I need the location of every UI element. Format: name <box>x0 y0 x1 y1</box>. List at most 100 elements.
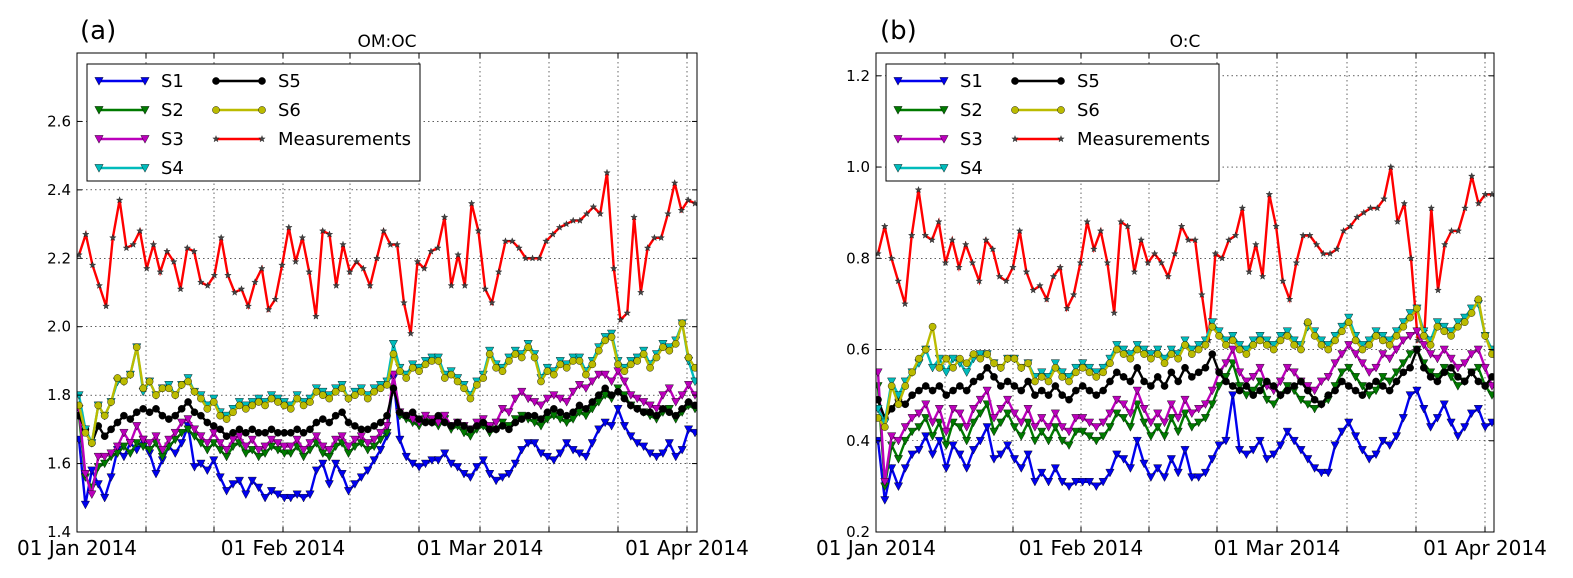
data-point <box>351 391 359 399</box>
legend-item-measurements: Measurements <box>1011 129 1210 150</box>
data-point <box>530 439 540 448</box>
data-point <box>100 452 110 462</box>
legend-swatch-marker <box>258 106 266 114</box>
data-point <box>1221 359 1231 368</box>
data-point <box>562 398 572 407</box>
data-point <box>197 394 205 403</box>
data-point <box>1137 236 1145 244</box>
data-point <box>1285 295 1294 303</box>
data-point <box>1241 391 1251 400</box>
data-point <box>652 411 661 420</box>
data-point <box>1398 336 1408 346</box>
data-point <box>1330 359 1340 368</box>
data-point <box>143 264 151 272</box>
data-point <box>1140 377 1148 386</box>
data-point <box>492 363 500 372</box>
data-point <box>1338 377 1346 386</box>
legend-swatch-marker <box>94 77 104 86</box>
data-point <box>196 432 206 441</box>
data-point <box>1282 327 1292 336</box>
data-point <box>1188 350 1196 358</box>
data-point <box>1071 478 1081 487</box>
legend-label: Measurements <box>1077 129 1210 150</box>
data-point <box>352 257 361 265</box>
data-point <box>504 470 514 479</box>
data-point <box>1263 341 1271 349</box>
data-point <box>989 455 999 464</box>
data-point <box>1473 364 1483 373</box>
data-point <box>1283 386 1292 395</box>
data-point <box>1306 231 1314 239</box>
data-point <box>677 446 687 455</box>
data-point <box>1473 345 1483 355</box>
data-point <box>356 473 366 482</box>
data-point <box>934 405 944 414</box>
data-point <box>1159 473 1170 482</box>
data-point <box>989 414 999 423</box>
data-point <box>1119 350 1128 358</box>
data-point <box>228 480 238 489</box>
data-point <box>139 384 147 393</box>
data-point <box>1255 332 1265 341</box>
data-point <box>1344 313 1354 323</box>
data-point <box>415 367 423 375</box>
data-point <box>517 387 527 397</box>
data-point <box>610 264 618 272</box>
data-point <box>1303 455 1313 464</box>
data-point <box>921 231 929 239</box>
data-point <box>1133 363 1142 372</box>
data-point <box>1371 450 1381 460</box>
data-point <box>504 408 514 417</box>
data-point <box>247 435 257 445</box>
data-point <box>962 368 972 377</box>
data-point <box>607 391 616 399</box>
data-point <box>163 247 171 255</box>
data-point <box>222 487 232 496</box>
data-point <box>344 394 353 403</box>
data-point <box>928 418 938 428</box>
data-point <box>388 340 398 349</box>
data-point <box>887 254 896 262</box>
data-point <box>996 450 1006 460</box>
data-point <box>473 381 481 389</box>
data-point <box>1351 386 1360 395</box>
data-point <box>1157 258 1166 266</box>
data-point <box>109 233 117 241</box>
data-point <box>1112 341 1122 350</box>
data-point <box>1358 345 1367 354</box>
data-point <box>658 449 668 458</box>
data-point <box>1312 240 1321 248</box>
data-point <box>151 470 161 479</box>
data-point <box>1171 249 1179 257</box>
legend-swatch-marker <box>893 77 903 86</box>
data-point <box>1473 405 1483 414</box>
data-point <box>583 209 591 217</box>
data-point <box>651 452 662 462</box>
data-point <box>575 357 584 365</box>
data-point <box>1400 199 1408 207</box>
panel-label: (b) <box>880 16 917 46</box>
data-point <box>1432 414 1442 423</box>
data-point <box>562 418 572 428</box>
data-point <box>633 357 642 365</box>
data-point <box>1050 359 1060 368</box>
data-point <box>1003 377 1012 386</box>
data-point <box>581 411 591 421</box>
x-tick-label: 01 Jan 2014 <box>17 536 137 560</box>
legend: S1 S2 S3 S4 S5 S6 Measurements <box>885 63 1220 182</box>
data-point <box>485 350 494 358</box>
data-point <box>1167 350 1176 358</box>
data-point <box>1331 386 1339 395</box>
data-point <box>562 411 571 420</box>
data-point <box>934 436 944 446</box>
data-point <box>1091 482 1101 492</box>
data-point <box>466 425 475 434</box>
data-point <box>1112 345 1121 354</box>
data-point <box>338 408 346 417</box>
series-measurements <box>876 163 1494 344</box>
data-point <box>183 244 191 252</box>
data-point <box>1037 414 1047 423</box>
data-point <box>293 394 301 403</box>
data-point <box>1098 478 1108 487</box>
data-point <box>331 435 341 445</box>
